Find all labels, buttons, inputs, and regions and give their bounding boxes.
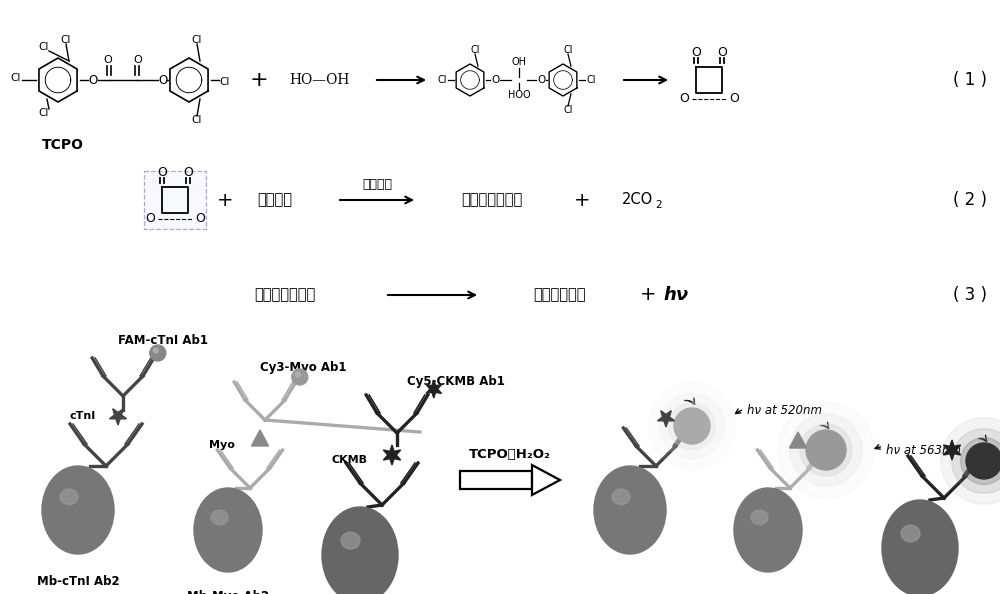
Text: hν: hν bbox=[663, 286, 689, 304]
Text: Cl: Cl bbox=[39, 108, 49, 118]
Text: O: O bbox=[134, 55, 142, 65]
Text: Cl: Cl bbox=[61, 35, 71, 45]
Text: cTnI: cTnI bbox=[70, 411, 96, 421]
Text: +: + bbox=[250, 70, 268, 90]
Text: +: + bbox=[574, 191, 590, 210]
Text: Cl: Cl bbox=[586, 75, 596, 85]
Polygon shape bbox=[426, 380, 442, 398]
Text: ( 3 ): ( 3 ) bbox=[953, 286, 987, 304]
Text: Mb-Myo Ab2: Mb-Myo Ab2 bbox=[187, 590, 269, 594]
Ellipse shape bbox=[901, 525, 920, 542]
Ellipse shape bbox=[751, 510, 768, 525]
Text: O: O bbox=[157, 166, 167, 179]
Text: FAM-cTnI Ab1: FAM-cTnI Ab1 bbox=[118, 334, 208, 347]
Polygon shape bbox=[790, 432, 806, 448]
Text: Cl: Cl bbox=[563, 105, 573, 115]
Circle shape bbox=[649, 383, 735, 469]
Circle shape bbox=[660, 394, 724, 459]
Circle shape bbox=[669, 403, 715, 450]
Circle shape bbox=[150, 345, 166, 361]
FancyBboxPatch shape bbox=[144, 171, 206, 229]
Text: O: O bbox=[537, 75, 545, 85]
Circle shape bbox=[941, 418, 1000, 504]
Polygon shape bbox=[943, 440, 961, 460]
Text: ( 2 ): ( 2 ) bbox=[953, 191, 987, 209]
Text: O: O bbox=[104, 55, 112, 65]
Ellipse shape bbox=[42, 466, 114, 554]
Text: Cy5-CKMB Ab1: Cy5-CKMB Ab1 bbox=[407, 374, 505, 387]
Text: Myo: Myo bbox=[209, 440, 235, 450]
Text: HOO: HOO bbox=[508, 90, 530, 100]
Text: Cl: Cl bbox=[563, 45, 573, 55]
Text: O: O bbox=[729, 93, 739, 106]
Ellipse shape bbox=[882, 500, 958, 594]
Bar bbox=[460, 471, 532, 489]
Text: TCPO: TCPO bbox=[42, 138, 84, 152]
Circle shape bbox=[952, 429, 1000, 494]
Polygon shape bbox=[532, 465, 560, 495]
Circle shape bbox=[800, 424, 852, 476]
Text: O: O bbox=[145, 213, 155, 226]
Ellipse shape bbox=[734, 488, 802, 572]
Text: ( 1 ): ( 1 ) bbox=[953, 71, 987, 89]
Circle shape bbox=[790, 414, 862, 486]
Text: +: + bbox=[640, 286, 656, 305]
Polygon shape bbox=[657, 410, 675, 427]
Circle shape bbox=[961, 438, 1000, 484]
Text: 基态荧光基团: 基态荧光基团 bbox=[534, 287, 586, 302]
Circle shape bbox=[292, 369, 308, 385]
Polygon shape bbox=[383, 445, 401, 465]
Text: Cl: Cl bbox=[470, 45, 480, 55]
Text: Cl: Cl bbox=[192, 115, 202, 125]
Circle shape bbox=[153, 348, 158, 353]
Circle shape bbox=[674, 408, 710, 444]
Text: Cy3-Myo Ab1: Cy3-Myo Ab1 bbox=[260, 362, 347, 374]
Circle shape bbox=[966, 443, 1000, 479]
Text: hν at 520nm: hν at 520nm bbox=[736, 405, 822, 418]
Ellipse shape bbox=[211, 510, 228, 525]
Text: TCPO、H₂O₂: TCPO、H₂O₂ bbox=[469, 448, 551, 462]
Text: Cl: Cl bbox=[11, 73, 21, 83]
Text: O: O bbox=[717, 46, 727, 59]
Text: O: O bbox=[679, 93, 689, 106]
Polygon shape bbox=[109, 409, 127, 425]
Text: HO—OH: HO—OH bbox=[289, 73, 349, 87]
Text: 荧光基团: 荧光基团 bbox=[258, 192, 292, 207]
Text: CKMB: CKMB bbox=[332, 455, 368, 465]
Ellipse shape bbox=[594, 466, 666, 554]
Text: Cl: Cl bbox=[437, 75, 447, 85]
Text: Cl: Cl bbox=[220, 77, 230, 87]
Text: hν at 662nm: hν at 662nm bbox=[0, 593, 1, 594]
Text: OH: OH bbox=[512, 57, 526, 67]
Circle shape bbox=[806, 430, 846, 470]
Text: Cl: Cl bbox=[39, 42, 49, 52]
Text: O: O bbox=[195, 213, 205, 226]
Text: O: O bbox=[691, 46, 701, 59]
Text: O: O bbox=[88, 74, 98, 87]
Text: 激发态荧光基团: 激发态荧光基团 bbox=[461, 192, 523, 207]
Ellipse shape bbox=[60, 489, 78, 504]
Ellipse shape bbox=[612, 489, 630, 504]
Text: O: O bbox=[158, 74, 168, 87]
Text: Cl: Cl bbox=[192, 35, 202, 45]
Text: O: O bbox=[491, 75, 499, 85]
Text: Mb-cTnI Ab2: Mb-cTnI Ab2 bbox=[37, 575, 119, 588]
Text: O: O bbox=[183, 166, 193, 179]
Circle shape bbox=[778, 402, 874, 498]
Ellipse shape bbox=[322, 507, 398, 594]
Ellipse shape bbox=[194, 488, 262, 572]
Polygon shape bbox=[252, 430, 268, 446]
Text: 能量转移: 能量转移 bbox=[362, 178, 392, 191]
Text: hν at 563nm: hν at 563nm bbox=[875, 444, 961, 457]
Text: +: + bbox=[217, 191, 233, 210]
Text: 2: 2 bbox=[655, 200, 662, 210]
Text: 激发态荧光基团: 激发态荧光基团 bbox=[254, 287, 316, 302]
Circle shape bbox=[295, 372, 300, 377]
Ellipse shape bbox=[341, 532, 360, 549]
Text: 2CO: 2CO bbox=[622, 192, 653, 207]
